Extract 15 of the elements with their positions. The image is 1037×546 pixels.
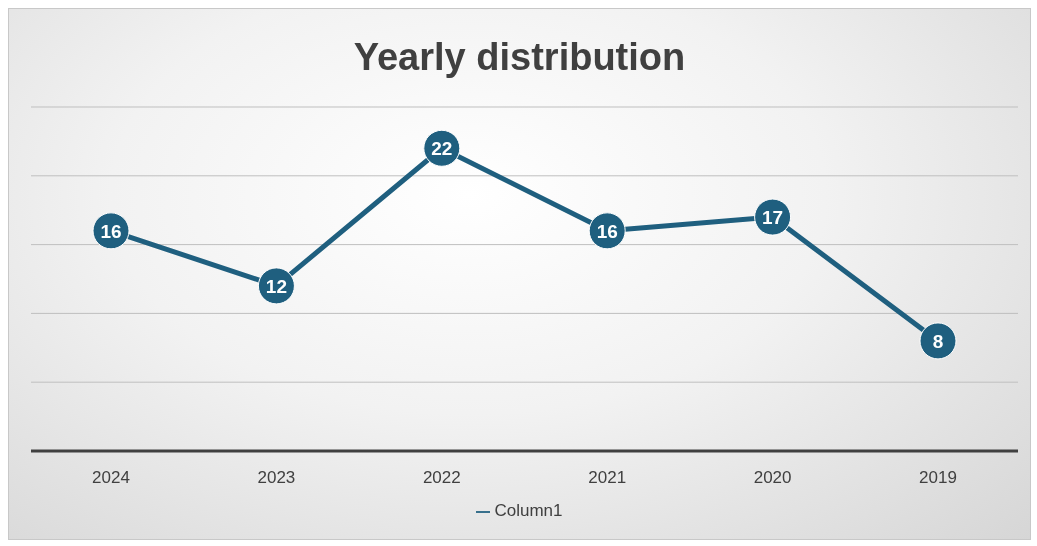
x-tick-label: 2020: [753, 468, 792, 488]
data-label: 12: [265, 275, 287, 297]
x-tick-label: 2019: [919, 468, 957, 488]
data-label: 8: [932, 330, 944, 352]
data-label: 17: [762, 206, 784, 228]
data-label: 16: [100, 220, 122, 242]
point: [919, 322, 957, 360]
x-tick-label: 2023: [257, 468, 296, 488]
legend-label: Column1: [494, 501, 563, 520]
x-tick-label: 2024: [92, 468, 130, 488]
x-tick-label: 2021: [588, 468, 627, 488]
data-label: 22: [431, 138, 453, 160]
data-label: 16: [596, 220, 618, 242]
chart-title: Yearly distribution: [352, 35, 687, 80]
x-tick-label: 2022: [422, 468, 461, 488]
